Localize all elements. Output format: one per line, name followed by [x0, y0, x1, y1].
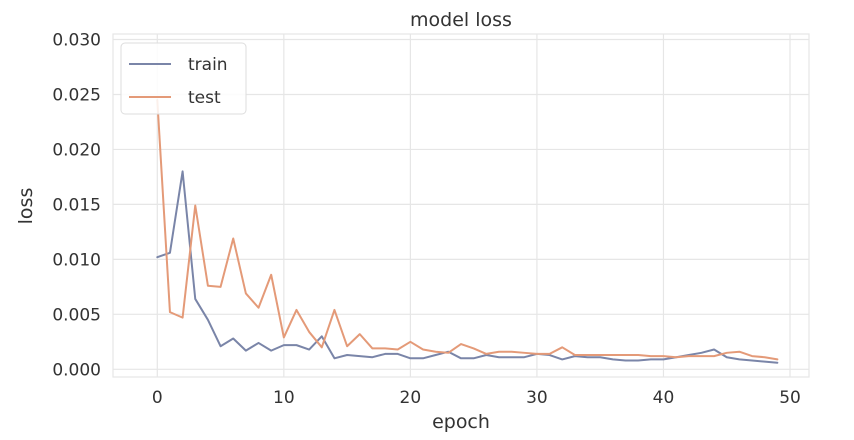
chart-title: model loss	[410, 9, 512, 31]
x-tick-label: 20	[400, 388, 422, 408]
x-tick-label: 40	[653, 388, 675, 408]
legend-box	[121, 43, 246, 114]
y-tick-label: 0.030	[52, 30, 101, 50]
x-tick-label: 10	[273, 388, 295, 408]
x-axis-label: epoch	[432, 411, 490, 433]
y-tick-label: 0.010	[52, 250, 101, 270]
y-tick-label: 0.005	[52, 305, 101, 325]
y-tick-label: 0.015	[52, 195, 101, 215]
legend-label-test: test	[188, 88, 221, 108]
x-tick-label: 30	[526, 388, 548, 408]
y-axis-label: loss	[15, 188, 37, 225]
legend-label-train: train	[188, 55, 228, 75]
y-tick-label: 0.020	[52, 140, 101, 160]
y-tick-label: 0.025	[52, 85, 101, 105]
legend: train test	[121, 43, 246, 114]
y-tick-label: 0.000	[52, 360, 101, 380]
x-tick-label: 0	[152, 388, 163, 408]
x-tick-label: 50	[779, 388, 801, 408]
